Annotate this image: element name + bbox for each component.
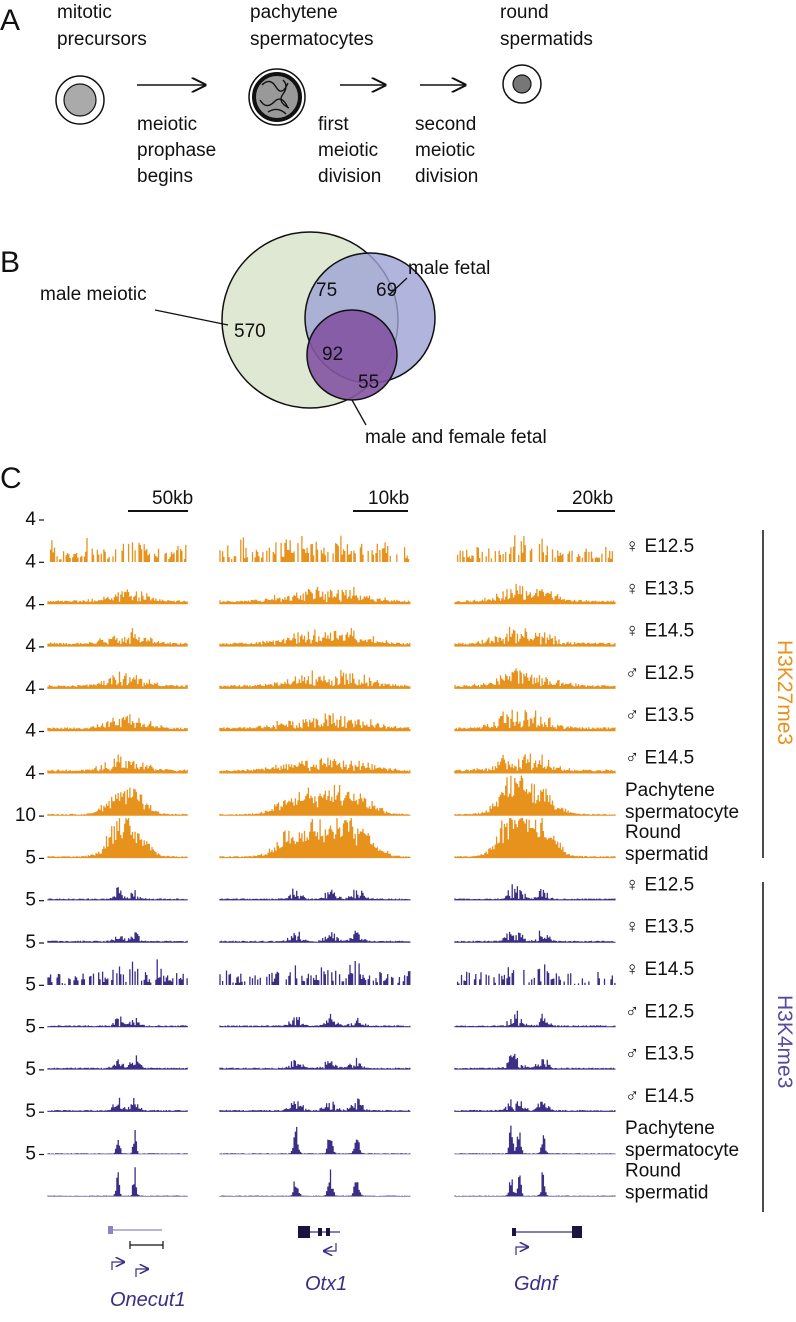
axis-max: 4 [25, 721, 36, 742]
count: 55 [358, 372, 379, 393]
set-label: male meiotic [40, 284, 147, 305]
axis-max: 4 [25, 509, 36, 530]
count: 69 [376, 280, 397, 301]
set-label: male fetal [408, 258, 490, 279]
signal-track [47, 668, 616, 689]
stage-label: precursors [57, 29, 147, 50]
scale-label: 10kb [368, 488, 409, 509]
signal-track [47, 1097, 616, 1112]
transition-label: first [318, 114, 349, 135]
sample-label: Round [625, 1161, 681, 1182]
panel-a-art [55, 64, 542, 126]
gene-name: Onecut1 [110, 1289, 186, 1311]
sample-label: ♀ E12.5 [625, 536, 694, 557]
transition-label: begins [137, 166, 193, 187]
transition-label: division [318, 166, 381, 187]
panel-label: C [0, 462, 22, 495]
signal-track [47, 1053, 616, 1070]
transition-label: meiotic [415, 140, 475, 161]
stage-label: spermatids [500, 29, 593, 50]
stage-label: pachytene [250, 2, 338, 23]
mark-label: H3K4me3 [773, 995, 796, 1088]
count: 92 [322, 344, 343, 365]
sample-label: ♂ E13.5 [625, 705, 694, 726]
axis-max: 4 [25, 763, 36, 784]
transition-label: meiotic [318, 140, 378, 161]
signal-track [47, 818, 616, 859]
stage-label: mitotic [57, 2, 112, 23]
set-label: male and female fetal [365, 427, 547, 448]
signal-track [47, 1010, 616, 1028]
axis-max: 5 [25, 1144, 36, 1165]
axis-max: 5 [25, 1101, 36, 1122]
sample-label: ♀ E13.5 [625, 917, 694, 938]
sample-label: ♀ E14.5 [625, 621, 694, 642]
sample-label: ♂ E12.5 [625, 663, 694, 684]
gene-models [108, 1226, 582, 1277]
signal-track [47, 1167, 616, 1197]
signal-track [47, 1125, 616, 1155]
signal-track [47, 775, 616, 816]
sample-label: ♂ E13.5 [625, 1044, 694, 1065]
sample-label: ♀ E14.5 [625, 959, 694, 980]
signal-track [47, 884, 616, 901]
sample-label: ♀ E13.5 [625, 578, 694, 599]
gene-name: Gdnf [514, 1273, 560, 1295]
sample-label: ♂ E14.5 [625, 748, 694, 769]
axis-max: 5 [25, 847, 36, 868]
sample-label: spermatocyte [625, 1140, 739, 1161]
axis-max: 4 [25, 594, 36, 615]
transition-label: division [415, 166, 478, 187]
scale-label: 50kb [152, 488, 193, 509]
signal-track [47, 753, 616, 774]
sample-label: ♂ E14.5 [625, 1086, 694, 1107]
axis-max: 4 [25, 678, 36, 699]
axis-max: 5 [25, 1017, 36, 1038]
stage-label: spermatocytes [250, 29, 374, 50]
sample-label: ♂ E12.5 [625, 1001, 694, 1022]
count: 75 [316, 280, 337, 301]
axis-max: 4 [25, 551, 36, 572]
count: 570 [234, 321, 266, 342]
sample-label: Round [625, 822, 681, 843]
panel-label: A [0, 4, 20, 37]
axis-max: 4 [25, 636, 36, 657]
sample-label: ♀ E12.5 [625, 874, 694, 895]
stage-label: round [500, 2, 549, 23]
signal-track [47, 930, 616, 943]
signal-track [47, 959, 616, 985]
axis-max: 10 [15, 805, 36, 826]
sample-label: Pachytene [625, 1118, 715, 1139]
scale-label: 20kb [572, 488, 613, 509]
panel-label: B [0, 246, 20, 279]
axis-max: 5 [25, 1059, 36, 1080]
signal-track [47, 583, 616, 605]
transition-label: second [415, 114, 476, 135]
axis-max: 5 [25, 890, 36, 911]
signal-track [47, 626, 616, 647]
transition-label: meiotic [137, 114, 197, 135]
axis-max: 5 [25, 974, 36, 995]
gene-name: Otx1 [305, 1273, 347, 1295]
transition-label: prophase [137, 140, 216, 161]
sample-label: spermatocyte [625, 802, 739, 823]
axis-max: 5 [25, 932, 36, 953]
sample-label: spermatid [625, 1183, 708, 1204]
signal-track [49, 535, 613, 562]
signal-track [47, 709, 616, 732]
venn [154, 231, 436, 426]
sample-label: Pachytene [625, 780, 715, 801]
sample-label: spermatid [625, 844, 708, 865]
mark-label: H3K27me3 [773, 640, 796, 745]
